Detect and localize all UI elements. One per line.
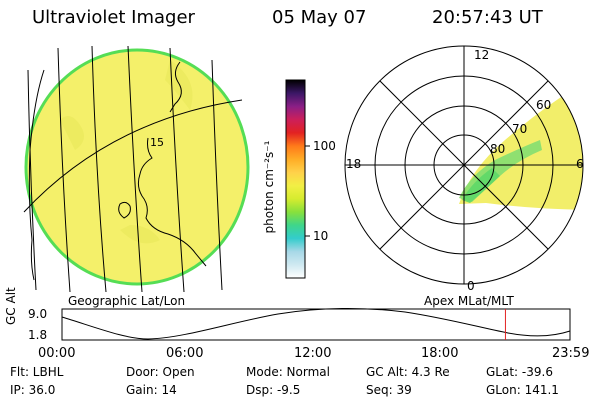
info-glon: GLon: 141.1 xyxy=(486,383,559,397)
timeline-y-max: 9.0 xyxy=(28,307,48,321)
colorbar-label-10: 10 xyxy=(313,229,329,243)
mlt-label-18: 18 xyxy=(346,157,362,171)
timeline-x-1200: 12:00 xyxy=(294,346,332,361)
info-glat: GLat: -39.6 xyxy=(486,365,553,379)
polar-panel xyxy=(344,45,584,285)
colorbar-label-100: 100 xyxy=(313,139,336,153)
timeline-x-0600: 06:00 xyxy=(166,346,204,361)
timeline-y-min: 1.8 xyxy=(28,328,48,342)
info-filter: Flt: LBHL xyxy=(10,365,64,379)
uv-image-disk xyxy=(24,48,250,286)
info-gain: Gain: 14 xyxy=(126,383,177,397)
geographic-caption: Geographic Lat/Lon xyxy=(68,294,186,308)
mlt-label-6: 6 xyxy=(576,157,584,171)
info-ip: IP: 36.0 xyxy=(10,383,56,397)
info-mode: Mode: Normal xyxy=(246,365,330,379)
lat-label-70: 70 xyxy=(512,122,528,136)
info-gc-alt: GC Alt: 4.3 Re xyxy=(366,365,450,379)
colorbar-unit-label: photon cm⁻²s⁻¹ xyxy=(262,140,276,234)
timeline-x-0000: 00:00 xyxy=(38,346,76,361)
lat-label-80: 80 xyxy=(490,142,506,156)
longitude-lines xyxy=(27,45,223,293)
observation-date: 05 May 07 xyxy=(272,7,367,28)
lat-label-60: 60 xyxy=(536,98,552,112)
timeline-x-2359: 23:59 xyxy=(552,346,590,361)
timeline-axis-title: GC Alt xyxy=(4,287,18,325)
timeline-x-1800: 18:00 xyxy=(421,346,459,361)
instrument-title: Ultraviolet Imager xyxy=(32,7,195,28)
geographic-image-panel: 15 xyxy=(23,45,250,293)
info-seq: Seq: 39 xyxy=(366,383,412,397)
colorbar-gradient xyxy=(285,79,306,279)
altitude-timeline xyxy=(61,307,571,341)
observation-time: 20:57:43 UT xyxy=(432,7,543,28)
mlt-label-12: 12 xyxy=(474,48,490,62)
latitude-line xyxy=(23,99,243,213)
coastline xyxy=(28,61,207,281)
info-door: Door: Open xyxy=(126,365,195,379)
timeline-frame xyxy=(61,308,571,341)
altitude-curve xyxy=(61,307,571,340)
colorbar xyxy=(285,79,310,279)
coast-label: 15 xyxy=(150,136,164,149)
mlt-label-0: 0 xyxy=(467,279,475,293)
info-dsp: Dsp: -9.5 xyxy=(246,383,301,397)
polar-caption: Apex MLat/MLT xyxy=(424,294,514,308)
